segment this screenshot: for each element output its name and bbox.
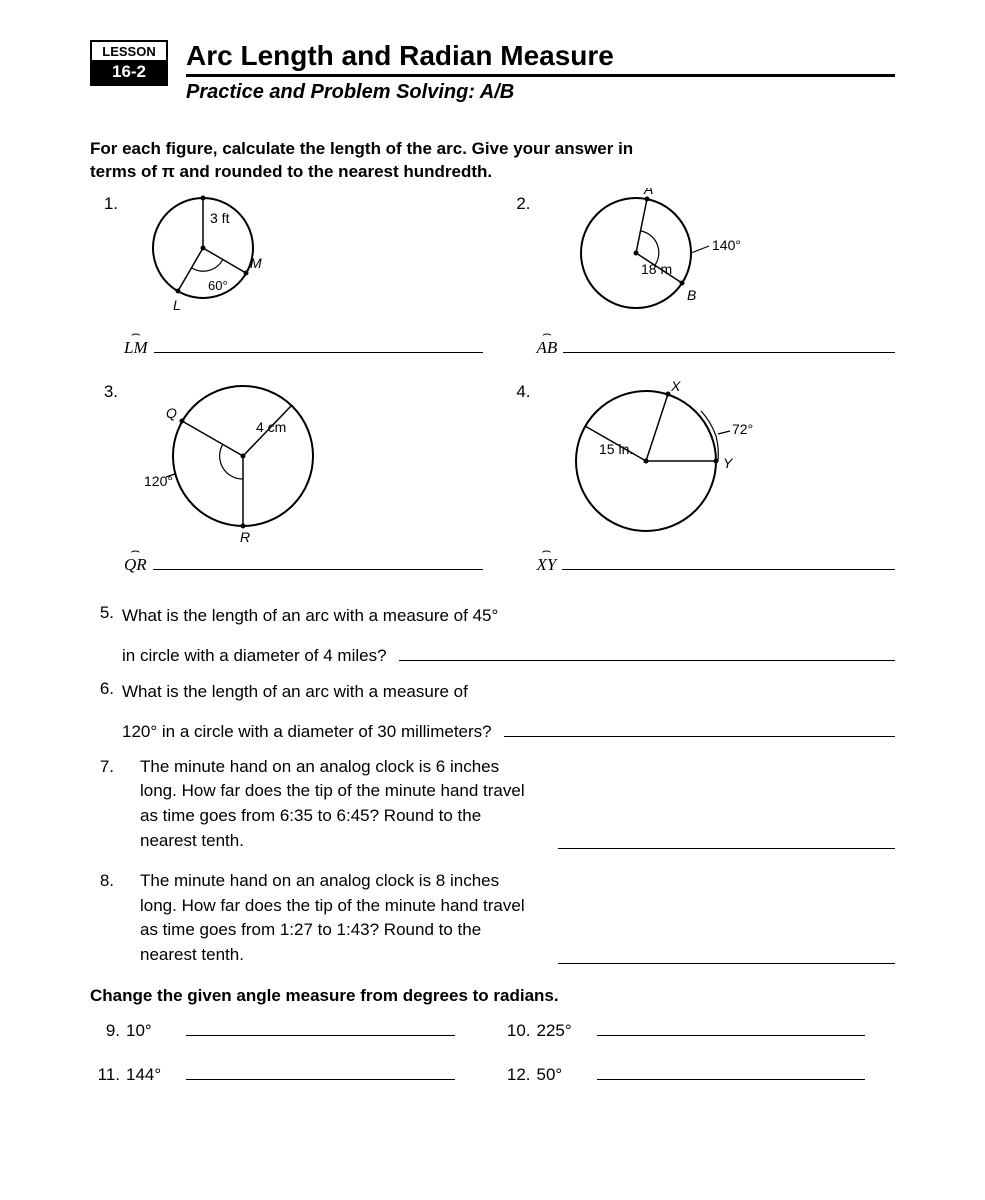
convert-heading: Change the given angle measure from degr… <box>90 986 895 1006</box>
q7-number: 7. <box>90 755 122 780</box>
q11-blank[interactable] <box>186 1061 455 1080</box>
q1-angle-label: 60° <box>208 278 228 293</box>
q8-blank[interactable] <box>558 945 895 964</box>
q7-blank[interactable] <box>558 831 895 850</box>
q5-blank[interactable] <box>399 643 895 662</box>
q2-radius-label: 18 m <box>641 261 672 277</box>
q9-blank[interactable] <box>186 1018 455 1037</box>
lesson-number: 16-2 <box>92 60 166 84</box>
q4-number: 4. <box>503 376 531 402</box>
convert-grid: 9. 10° 10. 225° 11. 144° 12. 50° <box>90 1018 895 1085</box>
q3-answer-line: QR <box>124 552 483 576</box>
q4-radius-label: 15 in. <box>599 441 633 457</box>
q8-text: The minute hand on an analog clock is 8 … <box>140 869 540 968</box>
q4-point-y: Y <box>723 455 734 471</box>
q2-angle-label: 140° <box>712 237 741 253</box>
q9-number: 9. <box>90 1021 126 1041</box>
q1-number: 1. <box>90 188 118 214</box>
q1-figure: 3 ft M L 60° <box>128 188 308 328</box>
q2-number: 2. <box>503 188 531 214</box>
q2-point-b: B <box>687 287 696 303</box>
q3-radius-label: 4 cm <box>256 419 286 435</box>
q1-cell: 1. 3 ft M L 60° LM <box>90 188 483 368</box>
q2-point-a: A <box>643 188 653 197</box>
q3-arc-label: QR <box>124 555 147 575</box>
q3-angle-label: 120° <box>144 473 173 489</box>
q2-cell: 2. A B 140° 18 m AB <box>503 188 896 368</box>
q10-blank[interactable] <box>597 1018 866 1037</box>
q4-answer-line: XY <box>537 552 896 576</box>
q1-blank[interactable] <box>154 334 483 353</box>
lesson-label: LESSON <box>92 42 166 60</box>
q7: 7. The minute hand on an analog clock is… <box>90 755 895 854</box>
title-rule <box>186 74 895 77</box>
q6-number: 6. <box>90 679 122 745</box>
q3-cell: 3. Q R 4 cm 120° QR <box>90 376 483 586</box>
instructions: For each figure, calculate the length of… <box>90 138 895 184</box>
word-problems: 5. What is the length of an arc with a m… <box>90 603 895 968</box>
q2-arc-label: AB <box>537 338 558 358</box>
q3-blank[interactable] <box>153 552 483 571</box>
q1-point-l: L <box>173 297 181 313</box>
q2-blank[interactable] <box>563 334 895 353</box>
q11-angle: 144° <box>126 1065 186 1085</box>
q3-figure: Q R 4 cm 120° <box>128 376 358 546</box>
q3-point-q: Q <box>166 405 177 421</box>
q5: 5. What is the length of an arc with a m… <box>90 603 895 669</box>
q2-figure: A B 140° 18 m <box>541 188 781 328</box>
title-block: Arc Length and Radian Measure Practice a… <box>186 40 895 104</box>
q3-point-r: R <box>240 529 250 545</box>
q1-arc-label: LM <box>124 338 148 358</box>
q10-number: 10. <box>485 1021 537 1041</box>
q5-number: 5. <box>90 603 122 669</box>
q4-cell: 4. X Y 15 in. 72° XY <box>503 376 896 586</box>
q12-blank[interactable] <box>597 1061 866 1080</box>
instr-line2: terms of π and rounded to the nearest hu… <box>90 162 492 181</box>
q11-number: 11. <box>90 1065 126 1085</box>
subtitle: Practice and Problem Solving: A/B <box>186 81 895 104</box>
q1-point-m: M <box>250 255 262 271</box>
instr-line1: For each figure, calculate the length of… <box>90 139 633 158</box>
q6-blank[interactable] <box>504 718 895 737</box>
q3-number: 3. <box>90 376 118 402</box>
q4-point-x: X <box>670 378 681 394</box>
q7-text: The minute hand on an analog clock is 6 … <box>140 755 540 854</box>
q4-blank[interactable] <box>562 552 895 571</box>
q6: 6. What is the length of an arc with a m… <box>90 679 895 745</box>
q4-angle-label: 72° <box>732 421 753 437</box>
q5-line2: in circle with a diameter of 4 miles? <box>122 643 387 669</box>
page-title: Arc Length and Radian Measure <box>186 40 895 72</box>
q6-line2: 120° in a circle with a diameter of 30 m… <box>122 719 492 745</box>
q4-arc-label: XY <box>537 555 557 575</box>
q12-angle: 50° <box>537 1065 597 1085</box>
q4-figure: X Y 15 in. 72° <box>541 376 791 546</box>
q5-line1: What is the length of an arc with a meas… <box>122 603 895 629</box>
q8-number: 8. <box>90 869 122 894</box>
q1-answer-line: LM <box>124 334 483 358</box>
figure-grid: 1. 3 ft M L 60° LM 2. <box>90 188 895 585</box>
q12-number: 12. <box>485 1065 537 1085</box>
q2-answer-line: AB <box>537 334 896 358</box>
q6-line1: What is the length of an arc with a meas… <box>122 679 895 705</box>
q8: 8. The minute hand on an analog clock is… <box>90 869 895 968</box>
q10-angle: 225° <box>537 1021 597 1041</box>
lesson-box: LESSON 16-2 <box>90 40 168 86</box>
q1-radius-label: 3 ft <box>210 210 230 226</box>
q9-angle: 10° <box>126 1021 186 1041</box>
header: LESSON 16-2 Arc Length and Radian Measur… <box>90 40 895 104</box>
